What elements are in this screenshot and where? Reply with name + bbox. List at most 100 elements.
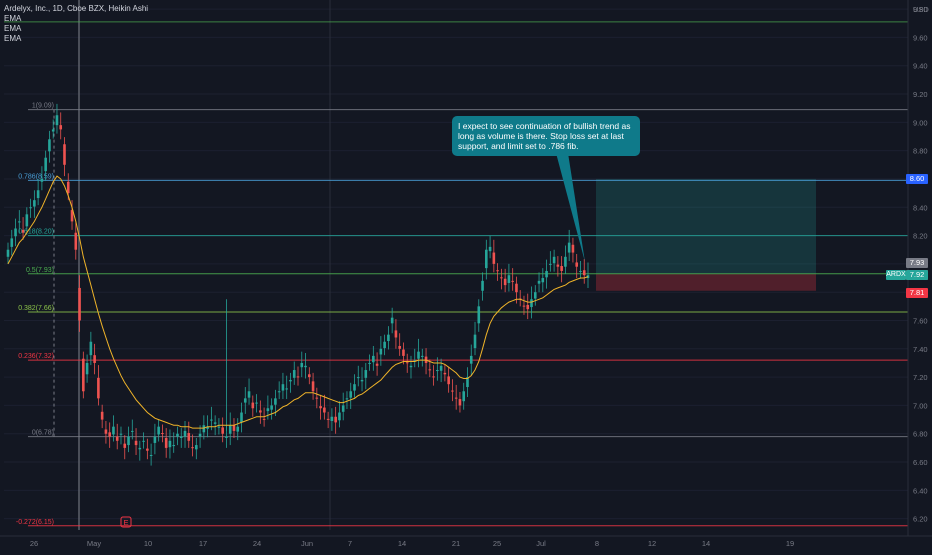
candle-body: [149, 454, 153, 456]
candle-body: [232, 425, 236, 431]
candle-body: [530, 299, 533, 308]
candle-body: [266, 408, 270, 412]
candle-body: [522, 305, 526, 307]
candle-body: [36, 190, 40, 199]
fib-level-label: 0.236(7.32): [18, 353, 54, 360]
candle-body: [492, 252, 496, 264]
candle-body: [236, 426, 240, 432]
candle-body: [458, 399, 462, 406]
candle-body: [582, 270, 586, 276]
candle-body: [262, 418, 266, 420]
time-tick-label: 17: [199, 539, 207, 548]
time-tick-label: Jul: [536, 539, 546, 548]
candle-body: [289, 379, 292, 382]
time-tick-label: 21: [452, 539, 460, 548]
candle-body: [51, 129, 55, 132]
price-tick-label: 9.00: [913, 118, 928, 127]
time-tick-label: 26: [30, 539, 38, 548]
candle-body: [349, 391, 353, 398]
candle-body: [259, 410, 262, 413]
price-tick-label: 6.60: [913, 458, 928, 467]
candle-body: [515, 283, 518, 293]
candle-body: [127, 436, 130, 446]
candle-body: [564, 256, 567, 267]
legend-ema-2[interactable]: EMA: [4, 24, 22, 33]
candle-body: [533, 292, 537, 299]
candle-body: [59, 125, 63, 130]
candle-body: [195, 445, 198, 450]
candle-body: [326, 418, 330, 420]
earnings-marker: E: [120, 516, 132, 528]
fibonacci-retracement[interactable]: 1(9.09) 0.786(8.59) 0.618(8.20) 0.5(7.93) 0.…: [4, 21, 908, 527]
price-tag: 7.81: [906, 287, 928, 298]
candle-body: [10, 238, 14, 247]
time-tick-label: 24: [253, 539, 261, 548]
ema-line: [7, 175, 589, 429]
time-tick-label: 25: [493, 539, 501, 548]
candle-body: [183, 430, 187, 437]
candle-body: [454, 397, 458, 399]
candle-body: [372, 355, 375, 363]
candle-body: [243, 398, 247, 403]
candle-body: [164, 437, 168, 448]
current-price-tag: 7.92: [906, 270, 928, 281]
candle-body: [353, 384, 356, 391]
candle-body: [270, 405, 273, 410]
candle-body: [402, 349, 405, 356]
candle-body: [466, 377, 469, 388]
time-tick-label: 7: [348, 539, 352, 548]
candle-body: [55, 115, 59, 126]
candle-body: [119, 433, 123, 435]
candle-body: [507, 275, 511, 283]
annotation-callout[interactable]: I expect to see continuation of bullish …: [452, 116, 640, 156]
candle-body: [567, 242, 571, 253]
candle-body: [307, 374, 311, 378]
candle-body: [304, 365, 307, 368]
candle-body: [319, 406, 322, 409]
candle-body: [44, 157, 47, 172]
candle-body: [221, 427, 224, 434]
candle-body: [251, 402, 255, 409]
candle-body: [78, 287, 81, 321]
candle-body: [240, 412, 243, 423]
candle-body: [115, 436, 119, 441]
candle-body: [409, 365, 413, 368]
price-tick-label: 7.00: [913, 401, 928, 410]
fib-level-label: 0.618(8.20): [18, 229, 54, 236]
candle-body: [153, 436, 157, 443]
candle-body: [413, 360, 417, 362]
candle-body: [356, 377, 360, 379]
candle-body: [134, 440, 138, 446]
time-tick-label: Jun: [301, 539, 313, 548]
candle-body: [285, 388, 289, 390]
candle-body: [187, 433, 191, 441]
time-tick-label: 14: [702, 539, 710, 548]
candle-body: [447, 376, 450, 385]
legend-ema-3[interactable]: EMA: [4, 34, 22, 43]
legend-ema-1[interactable]: EMA: [4, 14, 22, 23]
candle-body: [213, 422, 217, 424]
candle-body: [549, 263, 552, 265]
candle-body: [323, 407, 326, 413]
price-tick-label: 8.40: [913, 203, 928, 212]
candle-body: [469, 355, 473, 364]
candle-body: [217, 426, 221, 428]
candle-body: [17, 221, 21, 223]
time-tick-label: 19: [786, 539, 794, 548]
candle-body: [345, 398, 349, 400]
candle-body: [66, 181, 70, 194]
earnings-label: E: [123, 518, 128, 527]
candle-body: [6, 249, 10, 257]
candle-body: [439, 365, 443, 371]
candle-body: [375, 363, 379, 366]
currency-label: USD: [913, 5, 929, 14]
fib-level-label: 0.5(7.93): [26, 267, 54, 274]
candles: [6, 103, 590, 466]
candle-body: [387, 334, 390, 342]
candle-body: [485, 249, 488, 269]
legend-title[interactable]: Ardelyx, Inc., 1D, Cboe BZX, Heikin Ashi: [4, 4, 149, 13]
price-tag: 8.60: [906, 173, 928, 184]
candle-body: [417, 351, 420, 359]
